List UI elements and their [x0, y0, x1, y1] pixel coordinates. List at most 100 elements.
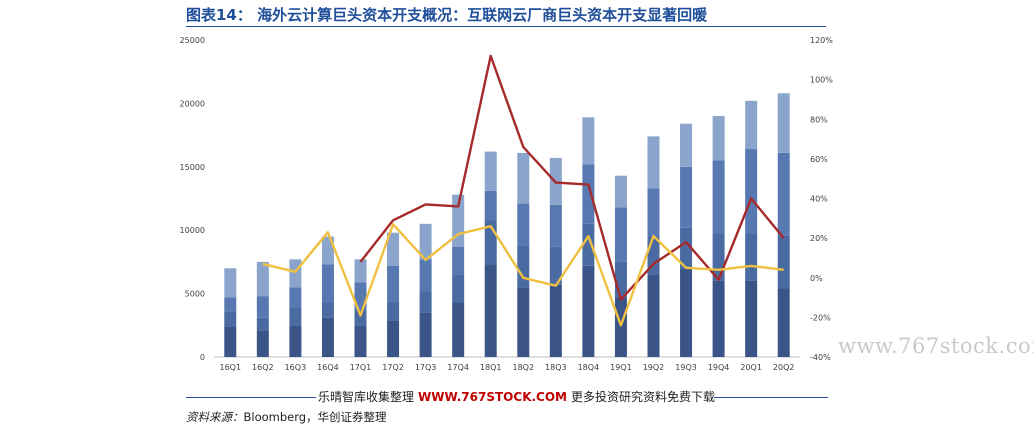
bar-segment	[419, 291, 432, 313]
left-axis-tick-label: 0	[200, 353, 205, 362]
bar-segment	[224, 311, 237, 327]
bar-segment	[452, 274, 465, 303]
bar-segment	[419, 259, 432, 292]
left-axis-tick-label: 10000	[180, 226, 205, 235]
right-axis-tick-label: 60%	[810, 155, 828, 164]
chart-title: 图表14： 海外云计算巨头资本开支概况：互联网云厂商巨头资本开支显著回暖	[186, 6, 708, 24]
bar-segment	[777, 288, 790, 357]
right-axis-tick-label: 40%	[810, 195, 828, 204]
bar-segment	[321, 302, 334, 318]
watermark-text: www.767stock.com	[838, 334, 1033, 358]
bar-segment	[289, 259, 302, 288]
x-axis-tick-label: 16Q3	[285, 363, 307, 372]
bar-segment	[419, 223, 432, 260]
promo-right-text: 更多投资研究资料免费下载	[571, 390, 716, 404]
bar-segment	[614, 207, 627, 262]
bar-segment	[582, 223, 595, 266]
promo-url-link[interactable]: WWW.767STOCK.COM	[418, 390, 567, 404]
x-axis-tick-label: 19Q2	[643, 363, 665, 372]
bar-segment	[614, 261, 627, 298]
bar-segment	[647, 188, 660, 237]
source-label: 资料来源：	[186, 410, 244, 424]
bar-segment	[517, 245, 530, 288]
right-axis-tick-label: 20%	[810, 234, 828, 243]
x-axis-tick-label: 18Q2	[512, 363, 534, 372]
bar-segment	[777, 235, 790, 289]
x-axis-tick-label: 18Q4	[578, 363, 600, 372]
bar-segment	[321, 264, 334, 303]
x-axis-tick-label: 19Q1	[610, 363, 632, 372]
bar-segment	[549, 284, 562, 357]
bar-segment	[647, 274, 660, 357]
bar-segment	[256, 317, 269, 331]
x-axis-tick-label: 18Q3	[545, 363, 567, 372]
title-underline	[186, 26, 826, 27]
right-axis-tick-label: 0%	[810, 274, 823, 283]
bar-segment	[256, 296, 269, 318]
bar-segment	[256, 330, 269, 357]
bar-segment	[387, 301, 400, 321]
bar-segment	[387, 232, 400, 266]
bar-segment	[452, 246, 465, 275]
x-axis-tick-label: 17Q3	[415, 363, 437, 372]
bar-segment	[712, 116, 725, 161]
bar-segment	[321, 236, 334, 265]
source-text: Bloomberg，华创证券整理	[243, 410, 387, 424]
bar-segment	[517, 203, 530, 246]
left-axis-tick-label: 15000	[180, 163, 205, 172]
promo-banner: 乐晴智库收集整理 WWW.767STOCK.COM 更多投资研究资料免费下载	[186, 388, 828, 406]
bar-segment	[484, 151, 497, 191]
bar-segment	[354, 310, 367, 326]
promo-rule-left	[186, 397, 316, 398]
bar-segment	[517, 152, 530, 204]
x-axis-tick-label: 20Q2	[773, 363, 795, 372]
bar-segment	[224, 297, 237, 312]
right-axis-tick-label: 100%	[810, 76, 833, 85]
x-axis-tick-label: 16Q2	[252, 363, 274, 372]
x-axis-tick-label: 18Q1	[480, 363, 502, 372]
promo-rule-right	[714, 397, 828, 398]
bar-segment	[289, 287, 302, 308]
bar-segment	[224, 326, 237, 357]
bar-segment	[354, 325, 367, 357]
bar-segment	[452, 302, 465, 357]
bar-segment	[745, 280, 758, 357]
promo-text: 乐晴智库收集整理 WWW.767STOCK.COM 更多投资研究资料免费下载	[318, 388, 715, 405]
bar-segment	[354, 259, 367, 283]
bar-segment	[712, 160, 725, 235]
right-axis-tick-label: 120%	[810, 36, 833, 45]
bar-segment	[484, 190, 497, 221]
x-axis-tick-label: 17Q4	[447, 363, 469, 372]
bar-segment	[484, 264, 497, 357]
bar-segment	[354, 282, 367, 311]
bar-segment	[614, 175, 627, 208]
source-note: 资料来源：Bloomberg，华创证券整理	[186, 409, 387, 425]
bar-segment	[289, 307, 302, 326]
left-axis-tick-label: 20000	[180, 99, 205, 108]
bar-segment	[614, 297, 627, 357]
bar-segment	[647, 136, 660, 189]
bar-segment	[419, 312, 432, 357]
bar-segment	[680, 123, 693, 167]
bar-segment	[289, 325, 302, 357]
bar-segment	[745, 100, 758, 150]
bar-segment	[680, 268, 693, 357]
x-axis-tick-label: 17Q1	[350, 363, 372, 372]
bar-segment	[745, 149, 758, 235]
bar-segment	[582, 164, 595, 224]
left-axis-tick-label: 5000	[185, 290, 205, 299]
bar-segment	[777, 152, 790, 236]
bar-segment	[712, 280, 725, 357]
bar-segment	[745, 234, 758, 281]
x-axis-tick-label: 20Q1	[740, 363, 762, 372]
bar-segment	[387, 320, 400, 357]
x-axis-tick-label: 16Q1	[219, 363, 241, 372]
x-axis-tick-label: 19Q4	[708, 363, 730, 372]
x-axis-tick-label: 17Q2	[382, 363, 404, 372]
bar-segment	[224, 268, 237, 298]
bar-segment	[680, 166, 693, 228]
bar-segment	[321, 317, 334, 357]
bar-segment	[582, 117, 595, 165]
right-axis-tick-label: 80%	[810, 115, 828, 124]
